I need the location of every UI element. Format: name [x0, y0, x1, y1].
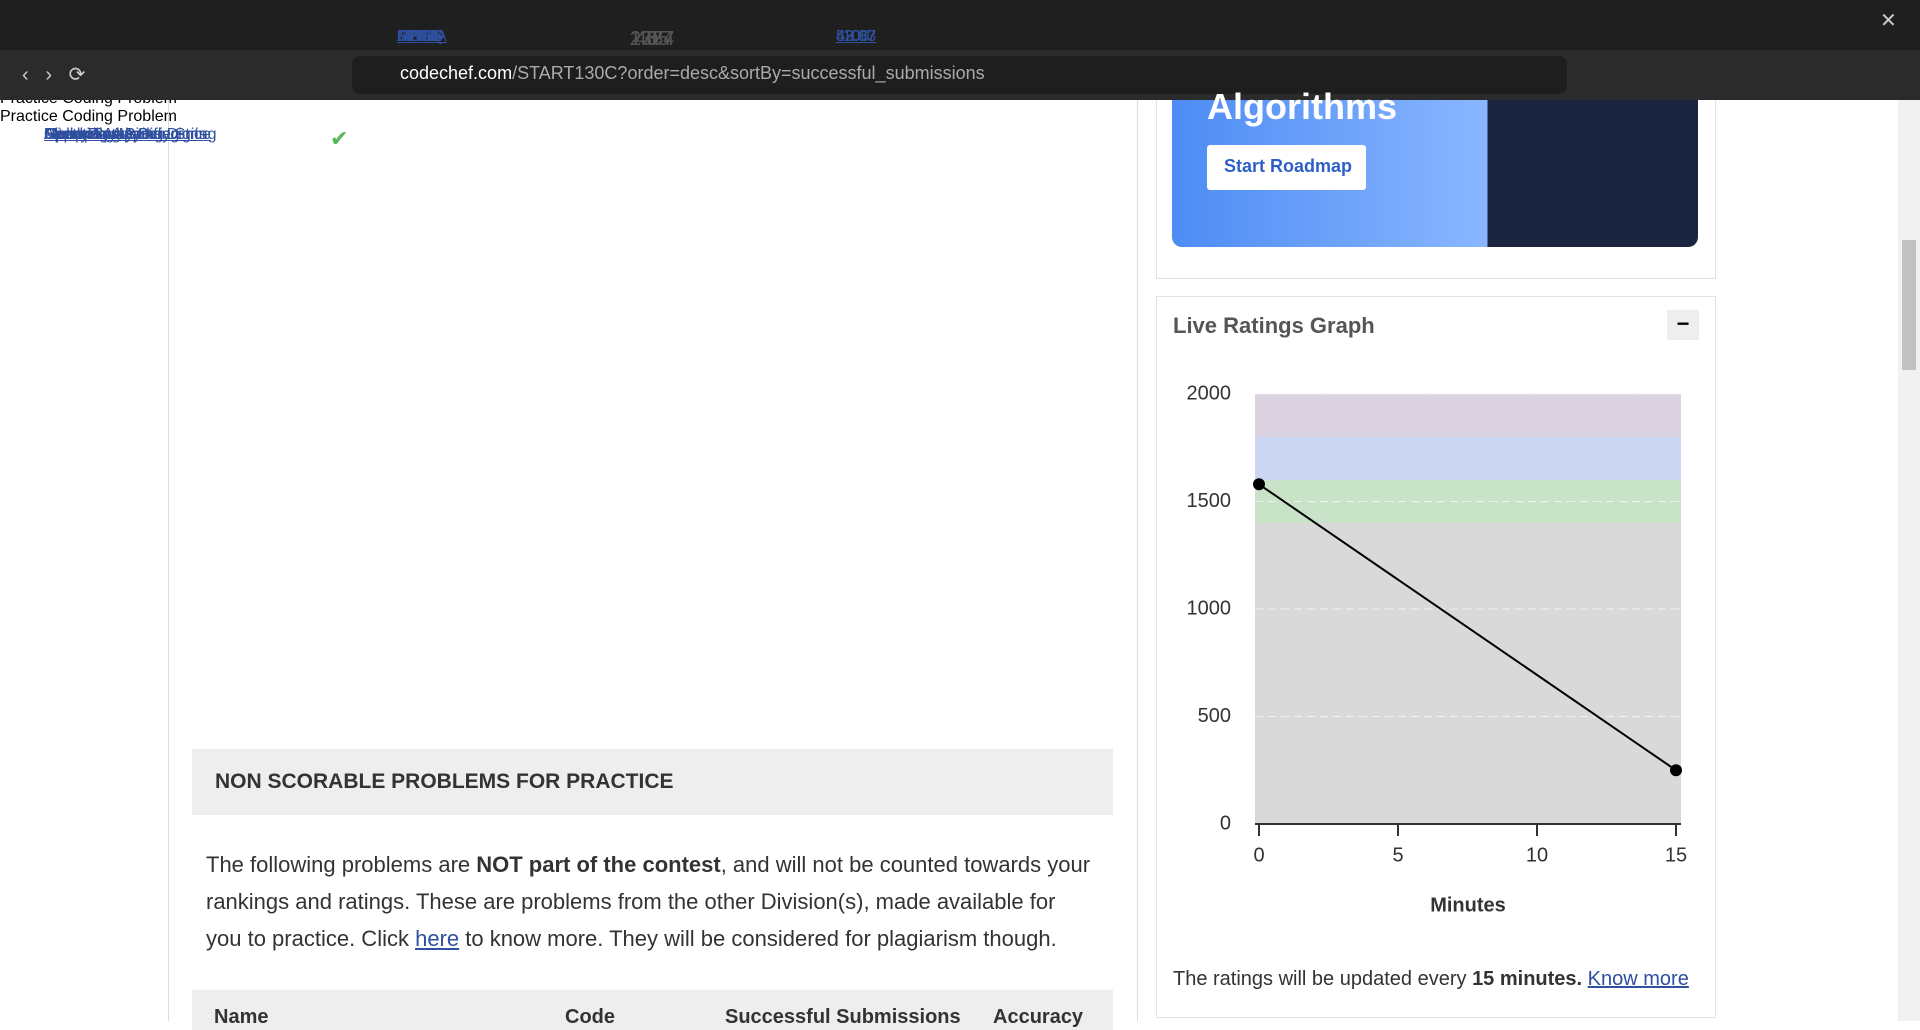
- problem-name[interactable]: Updating A: [44, 126, 123, 143]
- nav-buttons[interactable]: ‹ › ⟳: [22, 64, 86, 86]
- accuracy[interactable]: 100: [842, 28, 870, 45]
- problem-name[interactable]: Make Equal: [44, 126, 129, 143]
- address-bar[interactable]: [352, 56, 1567, 94]
- band: [1255, 394, 1681, 437]
- x-tick-label: 5: [1392, 844, 1403, 866]
- successful-submissions: 0: [646, 28, 658, 50]
- successful-submissions: 3: [646, 28, 658, 50]
- successful-submissions: 1377: [629, 28, 675, 50]
- banner-card: [1156, 100, 1716, 279]
- accuracy[interactable]: 0: [851, 28, 861, 45]
- problem-name[interactable]: Costly Swapping: [44, 126, 164, 143]
- accuracy[interactable]: 42.03: [835, 28, 877, 45]
- text: The following problems are: [206, 852, 477, 877]
- roadmap-button[interactable]: [1207, 145, 1366, 190]
- y-tick-label: 500: [1198, 705, 1231, 727]
- y-tick-label: 1500: [1187, 490, 1232, 512]
- text: , and will not be counted towards your r…: [206, 852, 1091, 951]
- column-header[interactable]: Accuracy: [993, 1006, 1084, 1028]
- chart: Live Ratings Graph 0 500 1000 1500 2000 0 5 10 1…: [1173, 313, 1687, 916]
- text-bold: NOT part of the contest: [476, 852, 721, 877]
- close-window[interactable]: ✕: [1880, 10, 1897, 32]
- accuracy[interactable]: 0: [851, 28, 861, 45]
- practice-text: The following problems are NOT part of t…: [206, 846, 1096, 957]
- column-header[interactable]: Successful Submissions: [725, 1006, 961, 1028]
- problem-code[interactable]: GDST: [397, 28, 442, 45]
- link[interactable]: here: [415, 926, 460, 951]
- problem-code[interactable]: ALBS: [397, 28, 438, 45]
- text: to know more. They will be considered fo…: [459, 926, 1057, 951]
- successful-submissions: 0: [646, 28, 658, 50]
- point: [1670, 764, 1682, 777]
- url: codechef.com/START130C?order=desc&sortBy…: [400, 63, 985, 84]
- banner-title: Algorithms: [1207, 86, 1398, 127]
- scrollbar: [1898, 100, 1920, 1021]
- band: [1255, 437, 1681, 480]
- problem-code[interactable]: COSS: [397, 28, 443, 45]
- tab-bar: [0, 0, 1920, 50]
- main-column: [168, 100, 1138, 1021]
- problem-code[interactable]: MKEQ: [397, 28, 445, 45]
- problem-name[interactable]: Swapping Marks Digits: [44, 126, 207, 143]
- successful-submissions: 0: [646, 28, 658, 50]
- problem-code[interactable]: UPDA: [397, 28, 442, 45]
- problem-code[interactable]: MNDF: [397, 28, 444, 45]
- accuracy[interactable]: 0: [851, 28, 861, 45]
- solved-check: ✔: [330, 126, 349, 151]
- problem-code[interactable]: SWMA: [397, 28, 447, 45]
- y-tick-label: 1000: [1187, 597, 1232, 619]
- column-header[interactable]: Code: [565, 1006, 615, 1028]
- scroll-thumb[interactable]: [1902, 240, 1916, 370]
- solved-check: ✔: [330, 126, 349, 151]
- chart-title: Live Ratings Graph: [1173, 313, 1375, 338]
- x-tick-label: 10: [1526, 844, 1548, 866]
- ratings-card: [1156, 296, 1716, 1018]
- practice-header: [192, 749, 1113, 815]
- url-host: codechef.com: [400, 63, 513, 83]
- problem-name[interactable]: Alternating Binary String: [44, 126, 217, 143]
- problem-name[interactable]: Good Binary String: [44, 126, 180, 143]
- successful-submissions: 0: [646, 28, 658, 50]
- y-tick-label: 0: [1220, 812, 1231, 834]
- text-bold: 15 minutes.: [1472, 968, 1583, 990]
- accuracy[interactable]: 43.97: [835, 28, 877, 45]
- collapse-button[interactable]: −: [1667, 310, 1699, 340]
- y-tick-label: 2000: [1187, 382, 1232, 404]
- point: [1253, 478, 1265, 491]
- text: The ratings will be updated every: [1173, 968, 1473, 990]
- accuracy[interactable]: 52.67: [835, 28, 877, 45]
- accuracy[interactable]: 0: [851, 28, 861, 45]
- band: [1255, 523, 1681, 824]
- table-header: [192, 990, 1113, 1030]
- successful-submissions: 2784: [629, 28, 675, 50]
- tab[interactable]: Practice Coding Problem: [0, 108, 177, 125]
- problem-name[interactable]: Append Array: [44, 126, 141, 143]
- roadmap-button-label: Start Roadmap: [1224, 156, 1353, 176]
- url-path: /START130C?order=desc&sortBy=successful_…: [512, 63, 985, 83]
- practice-heading: NON SCORABLE PROBLEMS FOR PRACTICE: [215, 770, 674, 793]
- column-header[interactable]: Name: [214, 1006, 269, 1028]
- link[interactable]: Know more: [1587, 968, 1689, 990]
- problem-name[interactable]: Minimize the Difference: [44, 126, 211, 143]
- x-tick-label: 0: [1253, 844, 1264, 866]
- successful-submissions: 465: [635, 28, 669, 50]
- rating-note: The ratings will be updated every 15 min…: [1173, 968, 1689, 991]
- problem-code[interactable]: DFGF: [397, 28, 441, 45]
- x-axis-label: Minutes: [1430, 894, 1506, 916]
- x-tick-label: 15: [1665, 844, 1687, 866]
- line: [1258, 483, 1677, 772]
